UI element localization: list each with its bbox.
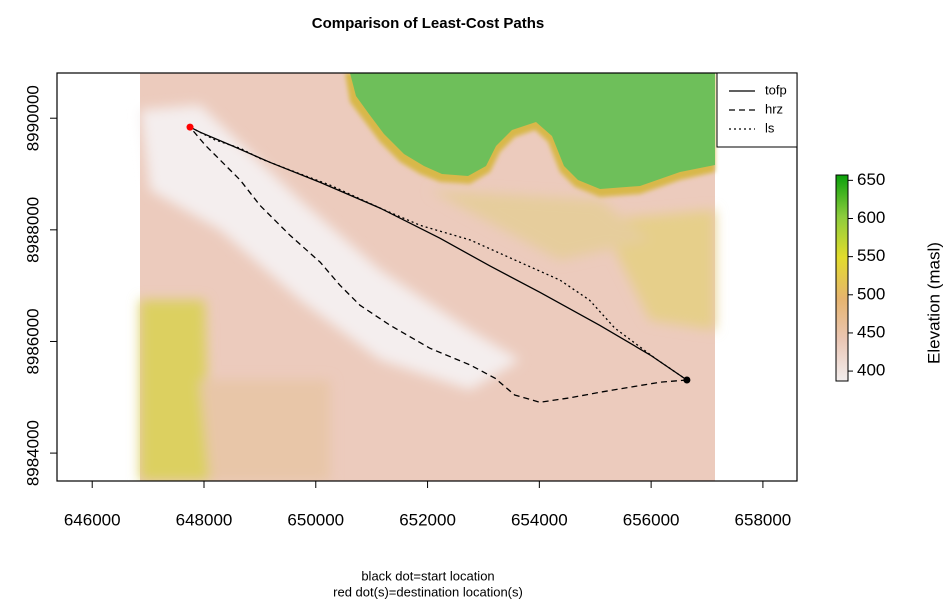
x-tick-label: 650000	[287, 510, 344, 529]
colorbar-tick-label: 600	[857, 208, 885, 227]
colorbar-scale	[836, 175, 848, 381]
elevation-raster	[140, 73, 715, 481]
colorbar-label: Elevation (masl)	[924, 242, 943, 364]
colorbar-tick-label: 450	[857, 322, 885, 341]
y-tick-label: 8986000	[23, 308, 42, 374]
destination-point	[187, 124, 194, 131]
y-tick-label: 8990000	[23, 85, 42, 151]
y-tick-label: 8984000	[23, 420, 42, 486]
legend-label: ls	[765, 120, 775, 135]
x-tick-label: 656000	[623, 510, 680, 529]
legend: tofp hrz ls	[717, 73, 797, 147]
caption: red dot(s)=destination location(s)	[333, 584, 523, 599]
chart: Comparison of Least-Cost Paths tofp hrz ls…	[0, 0, 944, 601]
x-tick-label: 648000	[176, 510, 233, 529]
page: {"chart_data": { "type": "map-paths", "t…	[0, 0, 944, 601]
colorbar: 400 450 500 550 600 650 Elevation (masl)	[836, 170, 943, 381]
colorbar-tick-label: 500	[857, 284, 885, 303]
caption: black dot=start location	[361, 568, 494, 583]
colorbar-tick-label: 550	[857, 246, 885, 265]
colorbar-tick-label: 650	[857, 170, 885, 189]
x-tick-label: 654000	[511, 510, 568, 529]
legend-label: hrz	[765, 101, 783, 116]
y-tick-label: 8988000	[23, 197, 42, 263]
start-point	[683, 376, 690, 383]
colorbar-tick-label: 400	[857, 361, 885, 380]
x-tick-label: 652000	[399, 510, 456, 529]
x-tick-label: 646000	[64, 510, 121, 529]
chart-title: Comparison of Least-Cost Paths	[312, 15, 545, 32]
x-tick-label: 658000	[735, 510, 792, 529]
legend-label: tofp	[765, 82, 787, 97]
